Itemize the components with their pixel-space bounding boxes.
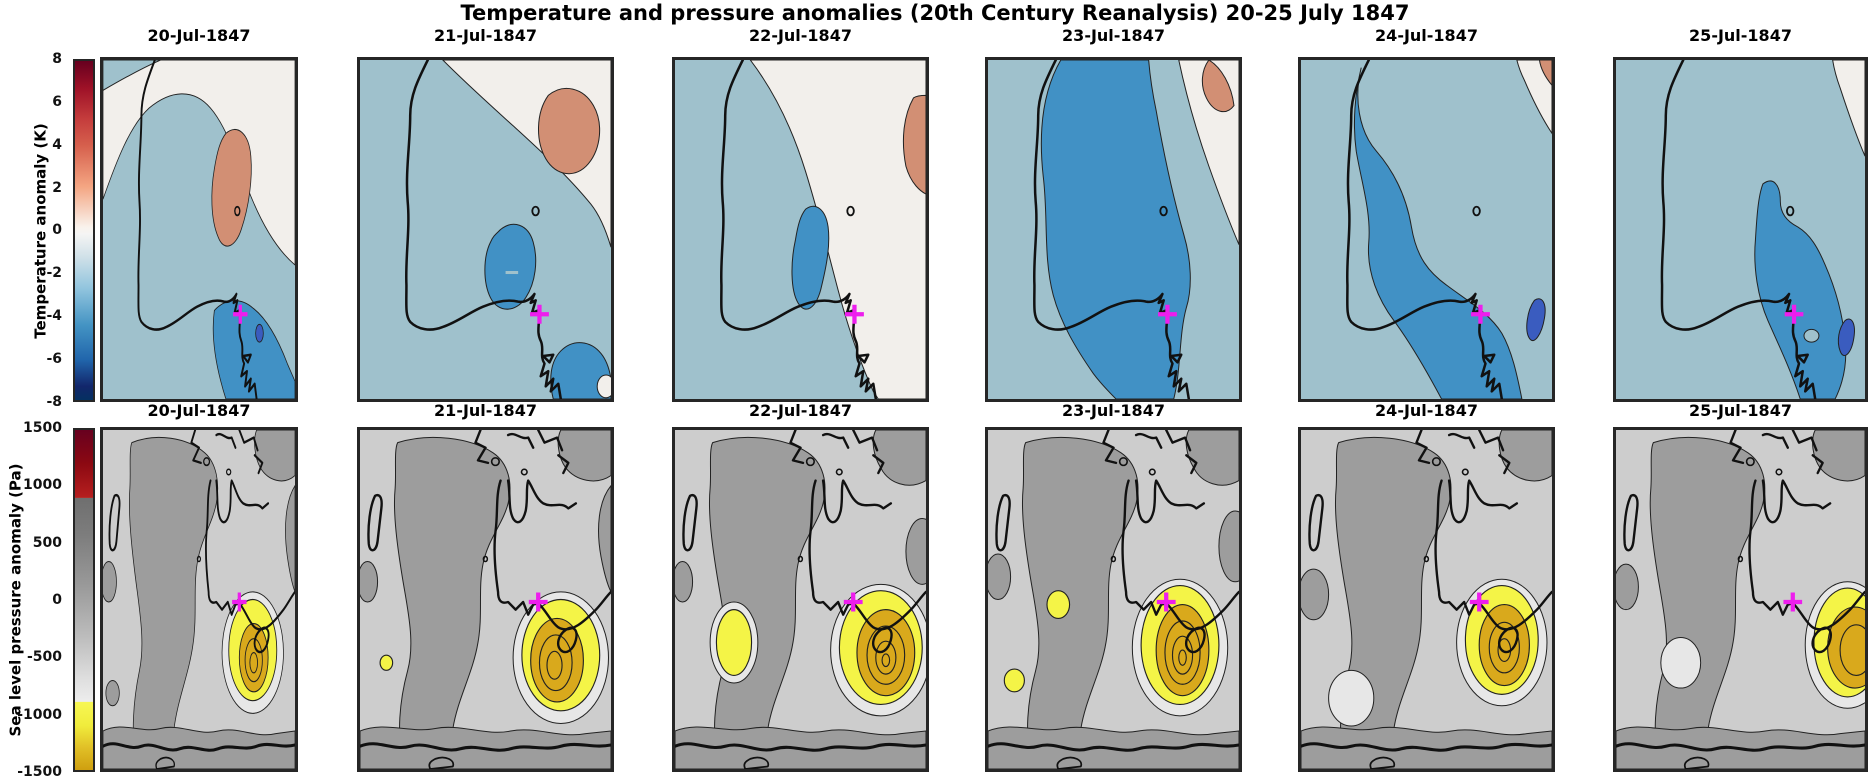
low-pressure-contours: [221, 591, 284, 714]
tick: 1500: [23, 420, 62, 436]
tick: -4: [46, 308, 62, 324]
temp-map-panel-4: [985, 57, 1242, 402]
panel-title-pres-1: 20-Jul-1847: [147, 401, 251, 420]
tick: 8: [52, 51, 62, 67]
panel-title-temp-6: 25-Jul-1847: [1689, 26, 1792, 45]
panel-title-temp-4: 23-Jul-1847: [1062, 26, 1165, 45]
pres-map-panel-5: [1298, 427, 1555, 772]
panel-title-pres-4: 23-Jul-1847: [1062, 401, 1165, 420]
tick: -1000: [17, 707, 62, 723]
tick: 0: [52, 222, 62, 238]
tick: 2: [52, 180, 62, 196]
pressure-colorbar-ticks: 1500 1000 500 0 -500 -1000 -1500: [0, 420, 66, 779]
panel-title-temp-1: 20-Jul-1847: [147, 26, 251, 45]
tick: 1000: [23, 477, 62, 493]
positive-anomaly-gray-regions: [988, 430, 1239, 769]
temperature-colorbar-ticks: 8 6 4 2 0 -2 -4 -6 -8: [0, 51, 66, 410]
pres-map-panel-2: [357, 427, 614, 772]
temp-map-panel-3: [672, 57, 929, 402]
positive-anomaly-gray-regions: [675, 430, 926, 769]
tick: 0: [52, 592, 62, 608]
temp-map-panel-1: [100, 57, 298, 402]
tick: 500: [32, 535, 62, 551]
panel-title-temp-5: 24-Jul-1847: [1375, 26, 1478, 45]
tick: -6: [46, 351, 62, 367]
tick: 4: [52, 137, 62, 153]
low-pressure-contours: [1660, 581, 1865, 709]
temperature-colorbar: [73, 59, 95, 402]
tick: -8: [46, 394, 62, 410]
panel-title-pres-3: 22-Jul-1847: [749, 401, 852, 420]
tick: 6: [52, 94, 62, 110]
temp-map-panel-6: [1613, 57, 1868, 402]
pres-map-panel-1: [100, 427, 298, 772]
low-pressure-contours: [379, 591, 609, 724]
tick: -2: [46, 265, 62, 281]
pres-map-panel-3: [672, 427, 929, 772]
tick: -500: [26, 649, 62, 665]
pres-map-panel-4: [985, 427, 1242, 772]
panel-title-pres-6: 25-Jul-1847: [1689, 401, 1792, 420]
temp-map-panel-2: [357, 57, 614, 402]
pres-map-panel-6: [1613, 427, 1868, 772]
tick: -1500: [17, 764, 62, 779]
panel-title-temp-2: 21-Jul-1847: [434, 26, 537, 45]
temp-map-panel-5: [1298, 57, 1555, 402]
panel-title-pres-5: 24-Jul-1847: [1375, 401, 1478, 420]
panel-title-temp-3: 22-Jul-1847: [749, 26, 852, 45]
figure-title: Temperature and pressure anomalies (20th…: [460, 1, 1410, 25]
panel-title-pres-2: 21-Jul-1847: [434, 401, 537, 420]
pressure-colorbar: [73, 428, 95, 772]
